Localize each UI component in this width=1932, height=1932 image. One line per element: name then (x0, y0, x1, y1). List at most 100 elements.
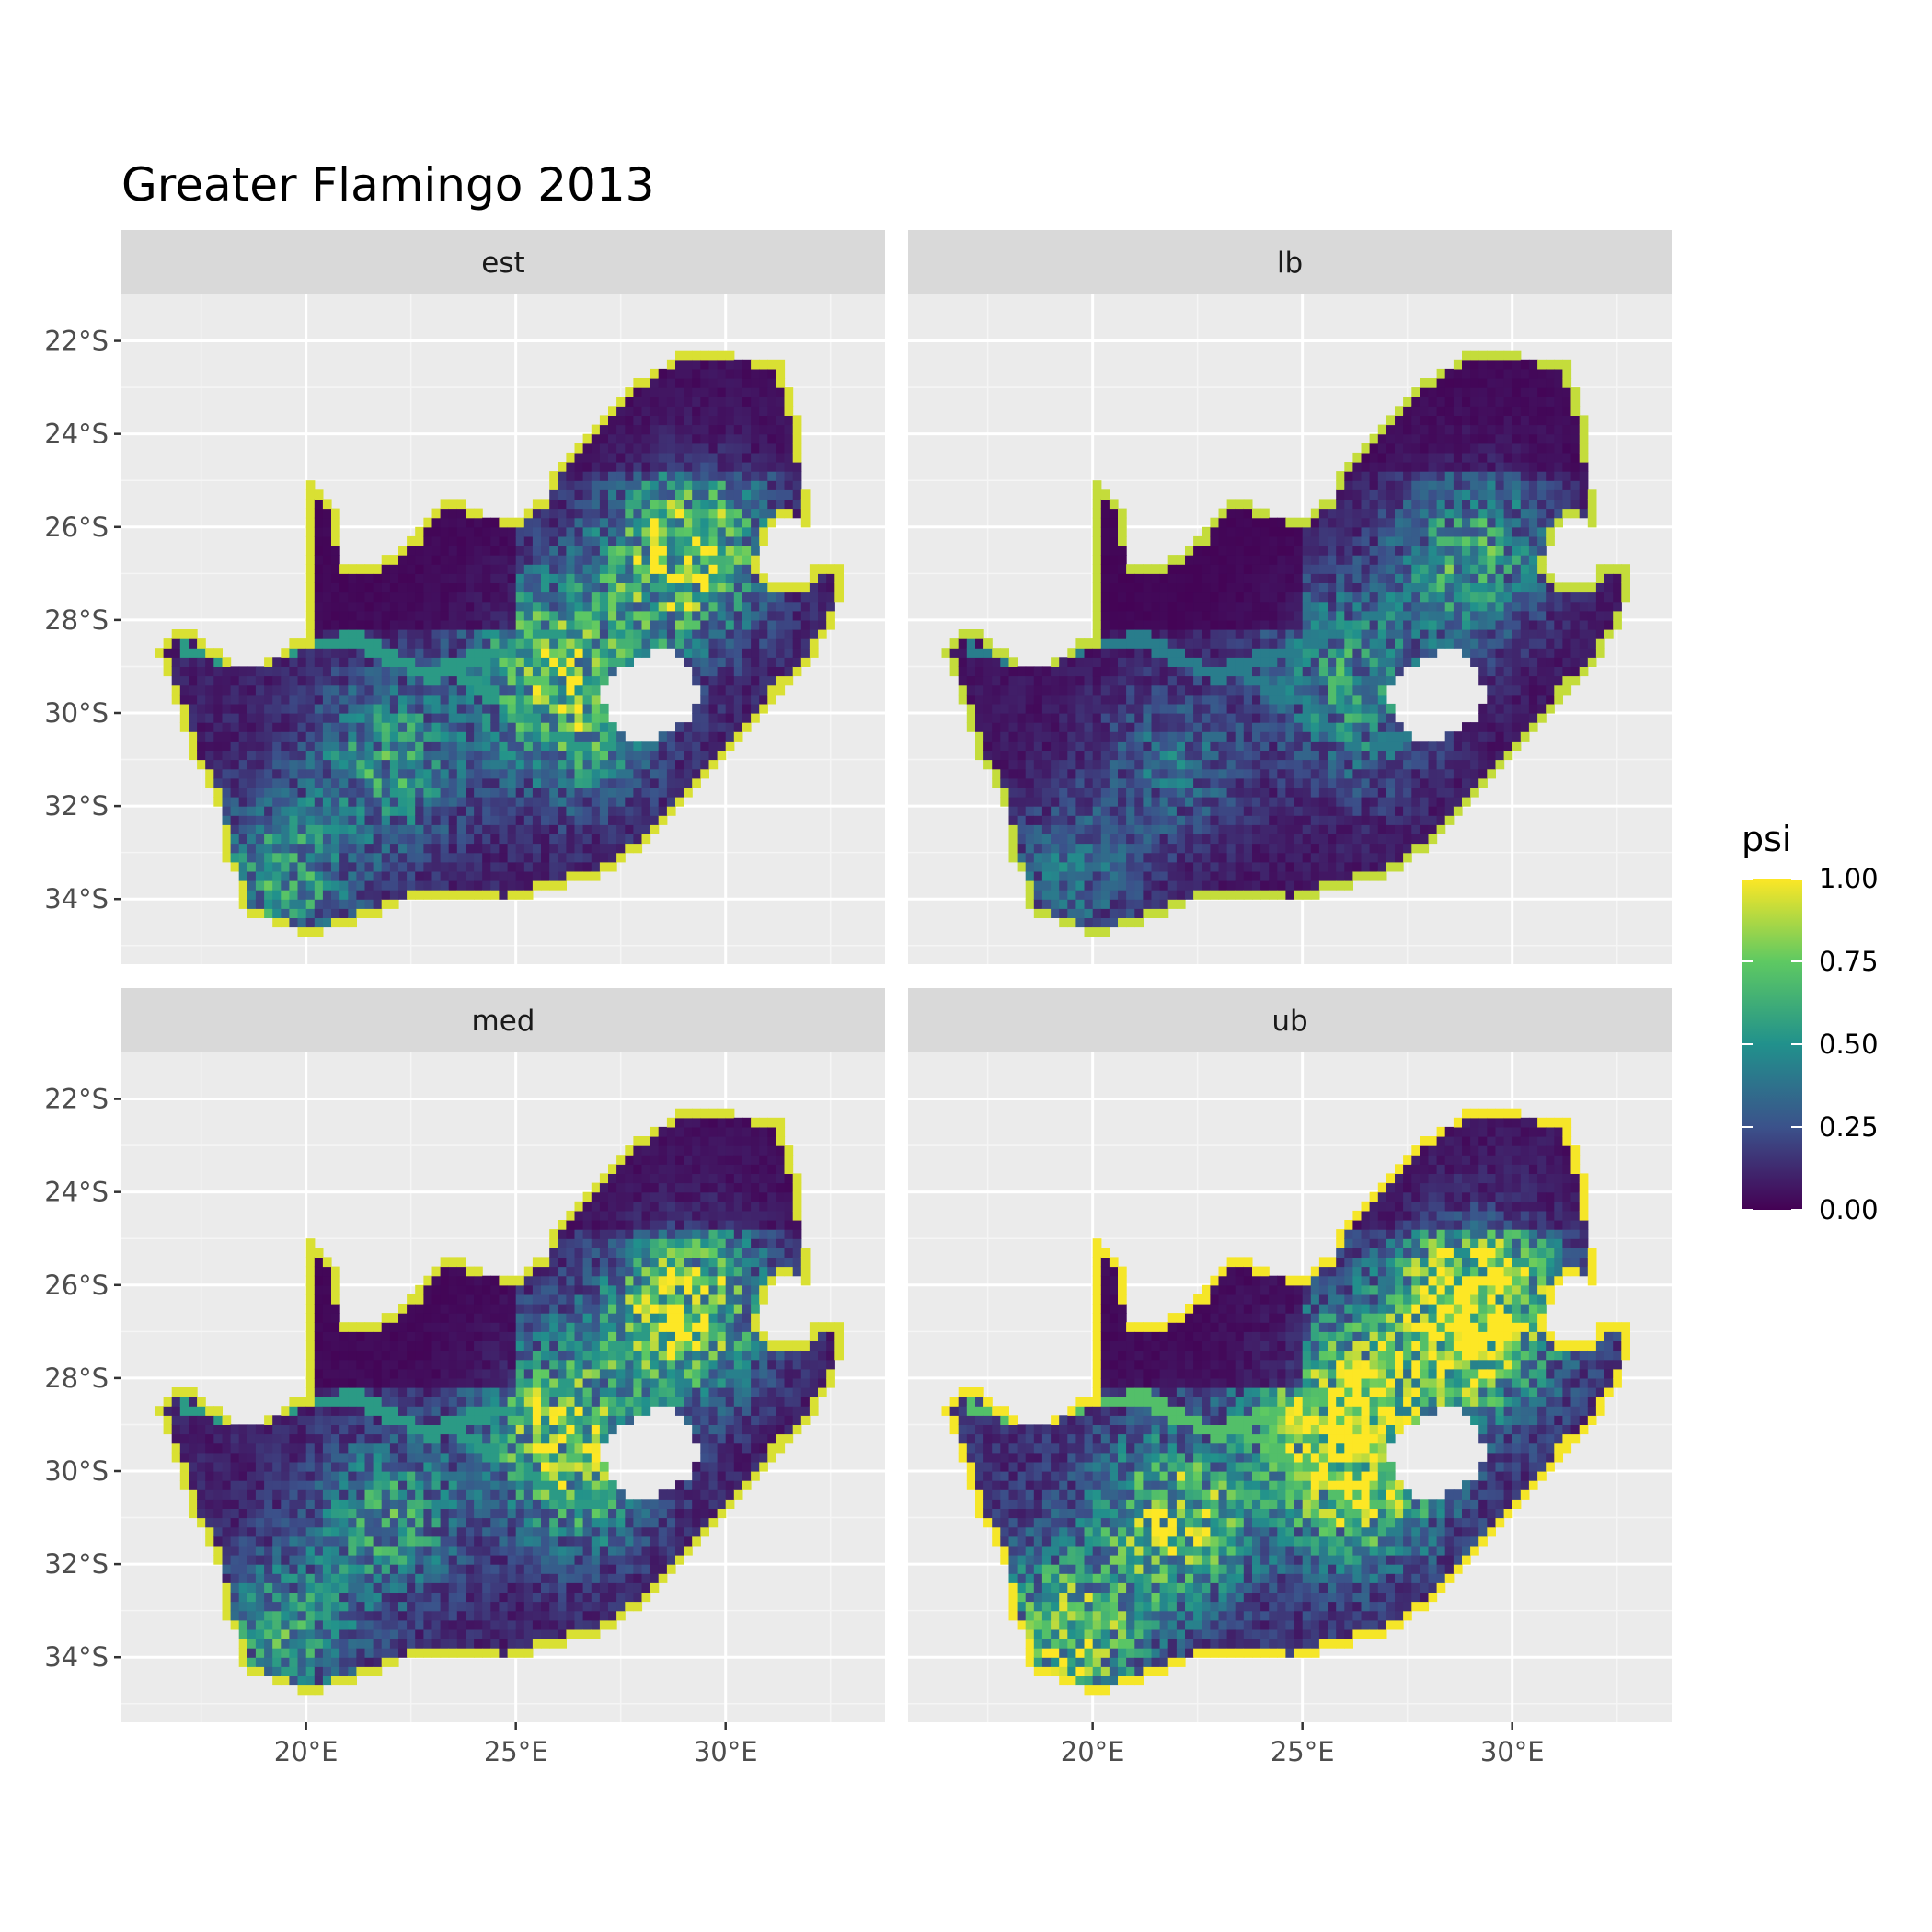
raster-cell (818, 582, 827, 593)
raster-cell (1143, 657, 1153, 667)
raster-cell (1025, 694, 1035, 705)
raster-cell (616, 406, 626, 416)
raster-cell (650, 768, 660, 779)
raster-cell (1369, 861, 1379, 872)
raster-cell (264, 890, 273, 900)
raster-cell (759, 387, 768, 397)
raster-cell (381, 592, 391, 603)
raster-cell (314, 880, 324, 891)
raster-cell (389, 638, 399, 649)
raster-cell (1336, 787, 1345, 798)
raster-cell (1344, 546, 1353, 556)
raster-cell (582, 480, 592, 490)
raster-cell (1092, 526, 1102, 537)
raster-cell (599, 777, 609, 788)
raster-cell (641, 629, 651, 639)
raster-cell (1386, 824, 1396, 834)
raster-cell (507, 759, 517, 770)
raster-cell (297, 777, 307, 788)
raster-cell (407, 834, 416, 845)
raster-cell (582, 694, 592, 705)
raster-cell (1269, 880, 1278, 891)
raster-cell (1033, 731, 1043, 742)
raster-cell (725, 713, 735, 723)
raster-cell (582, 508, 592, 519)
raster-cell (1302, 666, 1312, 677)
raster-cell (1100, 684, 1110, 696)
raster-cell (1310, 759, 1320, 770)
raster-cell (1059, 852, 1068, 863)
raster-cell (356, 629, 366, 639)
raster-cell (1134, 684, 1144, 696)
raster-cell (549, 787, 558, 798)
raster-cell (742, 480, 752, 490)
raster-cell (1395, 462, 1404, 472)
raster-cell (599, 452, 609, 463)
raster-cell (675, 722, 684, 732)
raster-cell (373, 861, 383, 872)
raster-cell (625, 657, 634, 667)
raster-cell (1075, 917, 1086, 928)
raster-cell (1386, 610, 1396, 621)
raster-cell (1092, 787, 1102, 798)
raster-cell (1051, 713, 1060, 723)
raster-cell (1277, 703, 1286, 714)
raster-cell (776, 462, 786, 472)
raster-cell (1361, 750, 1371, 761)
raster-cell (1369, 582, 1379, 593)
raster-cell (389, 694, 399, 705)
raster-cell (264, 880, 273, 891)
raster-cell (431, 861, 442, 872)
raster-cell (608, 666, 617, 677)
raster-cell (314, 694, 324, 705)
raster-cell (608, 852, 617, 863)
raster-cell (381, 666, 391, 677)
raster-cell (1134, 890, 1144, 900)
raster-cell (641, 777, 651, 788)
raster-cell (423, 824, 433, 834)
raster-cell (1143, 592, 1153, 603)
raster-cell (222, 797, 232, 807)
raster-cell (717, 564, 727, 574)
raster-cell (1260, 703, 1270, 714)
raster-cell (759, 684, 768, 696)
raster-cell (456, 759, 466, 770)
raster-cell (197, 638, 206, 649)
raster-cell (582, 852, 592, 863)
raster-cell (230, 713, 240, 723)
raster-cell (348, 797, 357, 807)
raster-cell (1008, 675, 1018, 686)
raster-cell (364, 777, 374, 788)
raster-cell (708, 433, 719, 444)
raster-cell (398, 555, 408, 565)
raster-cell (625, 564, 634, 574)
raster-cell (1176, 703, 1186, 714)
raster-cell (423, 657, 433, 667)
raster-cell (381, 759, 391, 770)
raster-cell (1059, 768, 1068, 779)
raster-cell (482, 684, 491, 696)
raster-cell (566, 462, 576, 472)
raster-cell (1428, 573, 1438, 583)
raster-cell (1075, 890, 1086, 900)
raster-cell (523, 601, 534, 612)
raster-cell (582, 526, 592, 537)
raster-cell (658, 535, 668, 546)
raster-cell (751, 546, 760, 556)
raster-cell (1310, 573, 1320, 583)
raster-cell (339, 908, 349, 918)
raster-cell (1294, 880, 1304, 891)
raster-cell (1302, 768, 1312, 779)
raster-cell (1285, 806, 1295, 816)
raster-cell (1167, 768, 1178, 779)
raster-cell (1403, 452, 1412, 463)
raster-cell (1260, 684, 1270, 696)
raster-cell (1143, 768, 1153, 779)
raster-cell (1361, 675, 1371, 686)
raster-cell (1310, 629, 1320, 639)
raster-cell (1151, 741, 1161, 751)
raster-cell (1243, 648, 1253, 658)
raster-cell (1193, 824, 1202, 834)
raster-cell (983, 675, 993, 686)
raster-cell (708, 517, 719, 528)
